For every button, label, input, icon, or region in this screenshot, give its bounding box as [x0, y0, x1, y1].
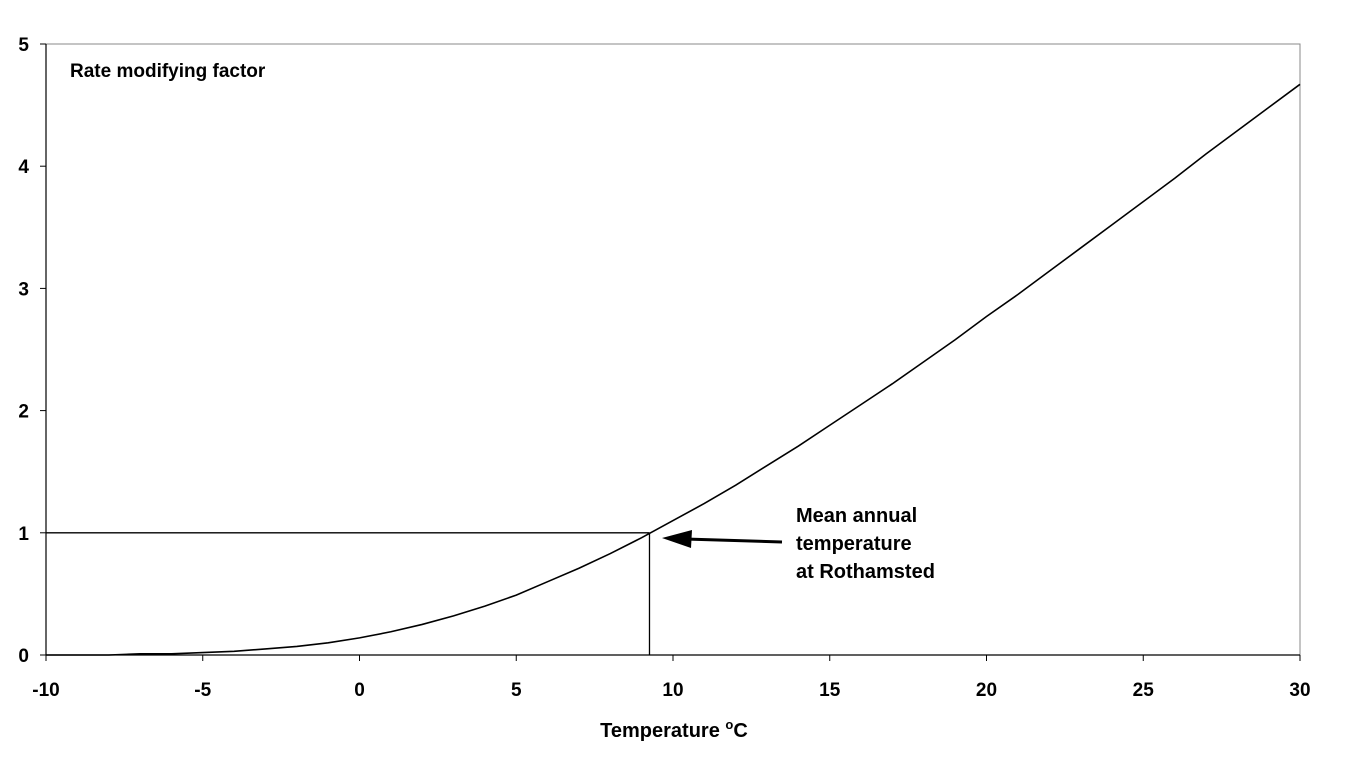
y-tick-label: 5: [18, 35, 29, 56]
plot-area-frame: [45, 43, 1301, 656]
annotation-line-2: temperature: [796, 533, 912, 555]
x-tick-label: 30: [1289, 680, 1310, 701]
y-tick-label: 0: [18, 646, 29, 667]
y-axis-ticks: 0 1 2 3 4 5: [18, 35, 46, 667]
x-tick-label: 0: [354, 680, 365, 701]
x-tick-label: -10: [32, 680, 59, 701]
series-line: [46, 83, 1301, 656]
x-axis-ticks: -10 -5 0 5 10 15 20 25 30: [32, 655, 1311, 701]
x-tick-label: 25: [1133, 680, 1155, 701]
annotation-line-1: Mean annual: [796, 505, 917, 527]
y-tick-label: 2: [18, 402, 29, 423]
x-tick-label: 20: [976, 680, 997, 701]
y-tick-label: 1: [18, 524, 29, 545]
y-tick-label: 3: [18, 279, 29, 300]
annotation-arrow-head: [662, 530, 692, 548]
y-tick-label: 4: [18, 157, 29, 178]
y-axis-label: Rate modifying factor: [70, 61, 266, 82]
annotation-line-3: at Rothamsted: [796, 561, 935, 583]
x-axis-label-degree: o: [725, 717, 733, 732]
annotation: Mean annual temperature at Rothamsted: [662, 505, 935, 583]
annotation-arrow-shaft: [684, 537, 783, 544]
x-axis-label: Temperature oC: [600, 717, 748, 742]
x-tick-label: 10: [662, 680, 683, 701]
x-tick-label: 5: [511, 680, 522, 701]
x-tick-label: 15: [819, 680, 841, 701]
x-tick-label: -5: [194, 680, 211, 701]
